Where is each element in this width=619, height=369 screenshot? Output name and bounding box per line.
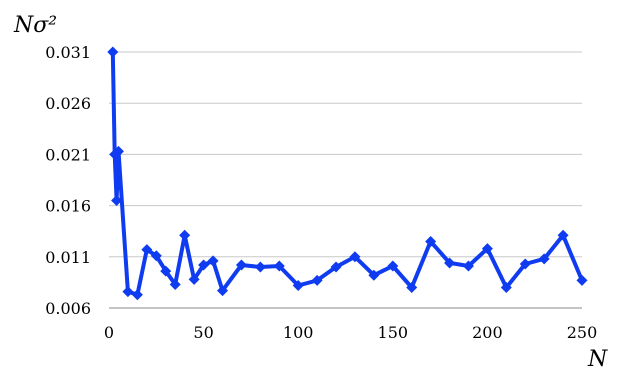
y-tick-label: 0.031 bbox=[45, 43, 91, 62]
data-point-marker bbox=[444, 257, 456, 269]
data-point-marker bbox=[188, 273, 200, 285]
data-point-marker bbox=[406, 282, 418, 294]
data-point-marker bbox=[292, 279, 304, 291]
gridlines bbox=[109, 51, 582, 258]
x-tick-labels: 0 50 100 150 200 250 bbox=[104, 323, 597, 342]
y-tick-label: 0.026 bbox=[45, 94, 91, 113]
data-point-marker bbox=[462, 260, 474, 272]
data-point-marker bbox=[217, 285, 229, 297]
data-point-marker bbox=[481, 243, 493, 255]
data-point-marker bbox=[519, 258, 531, 270]
data-point-marker bbox=[141, 244, 153, 256]
data-point-marker bbox=[368, 269, 380, 281]
y-axis-title: Nσ² bbox=[13, 13, 57, 38]
data-point-marker bbox=[311, 274, 323, 286]
data-point-marker bbox=[160, 265, 172, 277]
data-point-marker bbox=[538, 253, 550, 265]
data-point-marker bbox=[330, 261, 342, 273]
data-point-marker bbox=[235, 259, 247, 271]
x-tick-label: 50 bbox=[193, 323, 213, 342]
x-tick-label: 200 bbox=[472, 323, 503, 342]
data-point-marker bbox=[207, 255, 219, 267]
y-tick-label: 0.016 bbox=[45, 197, 91, 216]
data-point-marker bbox=[273, 260, 285, 272]
y-tick-labels: 0.006 0.011 0.016 0.021 0.026 0.031 bbox=[45, 43, 91, 318]
y-tick-label: 0.006 bbox=[45, 299, 91, 318]
data-point-marker bbox=[107, 46, 119, 58]
data-point-marker bbox=[111, 194, 123, 206]
data-point-marker bbox=[169, 278, 181, 290]
data-point-marker bbox=[576, 274, 588, 286]
data-point-marker bbox=[198, 259, 210, 271]
data-point-marker bbox=[349, 251, 361, 263]
x-tick-label: 0 bbox=[104, 323, 114, 342]
x-tick-label: 150 bbox=[378, 323, 409, 342]
x-tick-label: 250 bbox=[567, 323, 598, 342]
series-line bbox=[110, 51, 584, 297]
data-point-marker bbox=[150, 250, 162, 262]
x-tick-label: 100 bbox=[283, 323, 314, 342]
data-point-marker bbox=[557, 229, 569, 241]
y-tick-label: 0.011 bbox=[45, 248, 91, 267]
data-point-marker bbox=[122, 286, 134, 298]
data-point-marker bbox=[254, 261, 266, 273]
x-axis-title: N bbox=[587, 347, 608, 369]
data-point-marker bbox=[500, 282, 512, 294]
data-point-marker bbox=[425, 235, 437, 247]
data-point-marker bbox=[112, 145, 124, 157]
y-tick-label: 0.021 bbox=[45, 145, 91, 164]
data-point-marker bbox=[387, 260, 399, 272]
data-point-marker bbox=[131, 289, 143, 301]
series bbox=[107, 46, 588, 301]
data-point-marker bbox=[179, 229, 191, 241]
